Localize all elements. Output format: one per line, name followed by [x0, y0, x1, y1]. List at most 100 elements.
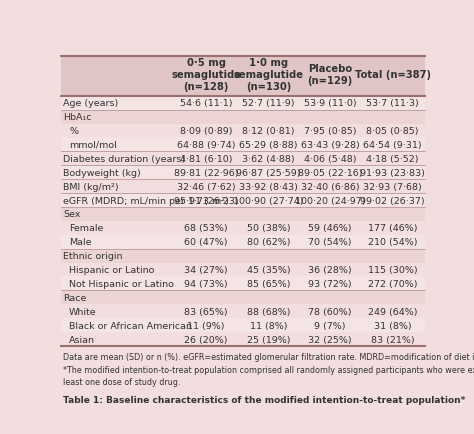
- Text: Sex: Sex: [63, 210, 80, 219]
- FancyBboxPatch shape: [61, 249, 425, 263]
- FancyBboxPatch shape: [61, 277, 425, 291]
- Text: 50 (38%): 50 (38%): [247, 224, 291, 233]
- Text: 89·05 (22·16): 89·05 (22·16): [298, 168, 363, 178]
- Text: HbA₁c: HbA₁c: [63, 113, 91, 122]
- Text: Data are mean (SD) or n (%). eGFR=estimated glomerular filtration rate. MDRD=mod: Data are mean (SD) or n (%). eGFR=estima…: [63, 352, 474, 361]
- Text: 32·40 (6·86): 32·40 (6·86): [301, 182, 359, 191]
- Text: 95·91 (26·23): 95·91 (26·23): [174, 196, 238, 205]
- FancyBboxPatch shape: [61, 194, 425, 207]
- Text: 70 (54%): 70 (54%): [309, 238, 352, 247]
- Text: 4·18 (5·52): 4·18 (5·52): [366, 155, 419, 164]
- Text: 8·12 (0·81): 8·12 (0·81): [242, 127, 295, 136]
- Text: mmol/mol: mmol/mol: [69, 141, 117, 150]
- FancyBboxPatch shape: [61, 57, 425, 96]
- Text: 272 (70%): 272 (70%): [368, 279, 418, 288]
- Text: 54·6 (11·1): 54·6 (11·1): [180, 99, 232, 108]
- Text: 32 (25%): 32 (25%): [309, 335, 352, 344]
- Text: 36 (28%): 36 (28%): [309, 266, 352, 274]
- Text: 210 (54%): 210 (54%): [368, 238, 418, 247]
- Text: 31 (8%): 31 (8%): [374, 321, 411, 330]
- Text: 249 (64%): 249 (64%): [368, 307, 418, 316]
- Text: 32·93 (7·68): 32·93 (7·68): [363, 182, 422, 191]
- Text: 83 (65%): 83 (65%): [184, 307, 228, 316]
- FancyBboxPatch shape: [61, 305, 425, 319]
- Text: Table 1: Baseline characteristics of the modified intention-to-treat population*: Table 1: Baseline characteristics of the…: [63, 395, 465, 404]
- Text: Ethnic origin: Ethnic origin: [63, 252, 122, 260]
- Text: 9 (7%): 9 (7%): [314, 321, 346, 330]
- FancyBboxPatch shape: [61, 291, 425, 305]
- FancyBboxPatch shape: [61, 207, 425, 221]
- Text: Hispanic or Latino: Hispanic or Latino: [69, 266, 155, 274]
- Text: 85 (65%): 85 (65%): [247, 279, 291, 288]
- Text: 63·43 (9·28): 63·43 (9·28): [301, 141, 360, 150]
- Text: Black or African American: Black or African American: [69, 321, 192, 330]
- Text: Placebo
(n=129): Placebo (n=129): [308, 64, 353, 86]
- FancyBboxPatch shape: [61, 124, 425, 138]
- FancyBboxPatch shape: [61, 319, 425, 332]
- FancyBboxPatch shape: [61, 138, 425, 152]
- Text: 94 (73%): 94 (73%): [184, 279, 228, 288]
- FancyBboxPatch shape: [61, 263, 425, 277]
- Text: 83 (21%): 83 (21%): [371, 335, 414, 344]
- Text: 80 (62%): 80 (62%): [247, 238, 291, 247]
- Text: 96·87 (25·59): 96·87 (25·59): [237, 168, 301, 178]
- Text: 100·20 (24·97): 100·20 (24·97): [295, 196, 365, 205]
- Text: least one dose of study drug.: least one dose of study drug.: [63, 378, 180, 387]
- FancyBboxPatch shape: [61, 332, 425, 346]
- Text: BMI (kg/m²): BMI (kg/m²): [63, 182, 118, 191]
- Text: %: %: [69, 127, 78, 136]
- Text: 52·7 (11·9): 52·7 (11·9): [242, 99, 295, 108]
- Text: 1·0 mg
semaglutide
(n=130): 1·0 mg semaglutide (n=130): [234, 58, 304, 92]
- Text: 34 (27%): 34 (27%): [184, 266, 228, 274]
- Text: 64·88 (9·74): 64·88 (9·74): [177, 141, 236, 150]
- Text: 100·90 (27·74): 100·90 (27·74): [233, 196, 304, 205]
- Text: 60 (47%): 60 (47%): [184, 238, 228, 247]
- Text: 64·54 (9·31): 64·54 (9·31): [363, 141, 422, 150]
- Text: Female: Female: [69, 224, 103, 233]
- Text: Asian: Asian: [69, 335, 95, 344]
- FancyBboxPatch shape: [61, 96, 425, 110]
- Text: 26 (20%): 26 (20%): [184, 335, 228, 344]
- Text: 59 (46%): 59 (46%): [309, 224, 352, 233]
- Text: Diabetes duration (years): Diabetes duration (years): [63, 155, 185, 164]
- Text: 11 (9%): 11 (9%): [187, 321, 225, 330]
- FancyBboxPatch shape: [61, 110, 425, 124]
- Text: 4·06 (5·48): 4·06 (5·48): [304, 155, 356, 164]
- Text: 91·93 (23·83): 91·93 (23·83): [360, 168, 425, 178]
- Text: *The modified intention-to-treat population comprised all randomly assigned part: *The modified intention-to-treat populat…: [63, 365, 474, 374]
- Text: 3·62 (4·88): 3·62 (4·88): [242, 155, 295, 164]
- FancyBboxPatch shape: [61, 180, 425, 194]
- Text: 25 (19%): 25 (19%): [247, 335, 291, 344]
- Text: 53·9 (11·0): 53·9 (11·0): [304, 99, 356, 108]
- Text: 8·05 (0·85): 8·05 (0·85): [366, 127, 419, 136]
- Text: Race: Race: [63, 293, 86, 302]
- Text: eGFR (MDRD; mL/min per 1·73 m²): eGFR (MDRD; mL/min per 1·73 m²): [63, 196, 229, 205]
- Text: Total (n=387): Total (n=387): [355, 70, 430, 80]
- FancyBboxPatch shape: [61, 235, 425, 249]
- Text: 8·09 (0·89): 8·09 (0·89): [180, 127, 232, 136]
- Text: Not Hispanic or Latino: Not Hispanic or Latino: [69, 279, 174, 288]
- Text: 68 (53%): 68 (53%): [184, 224, 228, 233]
- Text: Bodyweight (kg): Bodyweight (kg): [63, 168, 141, 178]
- Text: 93 (72%): 93 (72%): [309, 279, 352, 288]
- FancyBboxPatch shape: [61, 221, 425, 235]
- Text: 4·81 (6·10): 4·81 (6·10): [180, 155, 232, 164]
- Text: 65·29 (8·88): 65·29 (8·88): [239, 141, 298, 150]
- Text: 99·02 (26·37): 99·02 (26·37): [360, 196, 425, 205]
- Text: White: White: [69, 307, 97, 316]
- Text: Male: Male: [69, 238, 91, 247]
- Text: 53·7 (11·3): 53·7 (11·3): [366, 99, 419, 108]
- Text: 115 (30%): 115 (30%): [368, 266, 418, 274]
- Text: 45 (35%): 45 (35%): [247, 266, 291, 274]
- FancyBboxPatch shape: [61, 152, 425, 166]
- Text: 0·5 mg
semaglutide
(n=128): 0·5 mg semaglutide (n=128): [171, 58, 241, 92]
- Text: 7·95 (0·85): 7·95 (0·85): [304, 127, 356, 136]
- Text: 32·46 (7·62): 32·46 (7·62): [177, 182, 236, 191]
- FancyBboxPatch shape: [61, 166, 425, 180]
- Text: 11 (8%): 11 (8%): [250, 321, 287, 330]
- Text: 89·81 (22·96): 89·81 (22·96): [174, 168, 238, 178]
- Text: Age (years): Age (years): [63, 99, 118, 108]
- Text: 88 (68%): 88 (68%): [247, 307, 291, 316]
- Text: 78 (60%): 78 (60%): [309, 307, 352, 316]
- Text: 33·92 (8·43): 33·92 (8·43): [239, 182, 298, 191]
